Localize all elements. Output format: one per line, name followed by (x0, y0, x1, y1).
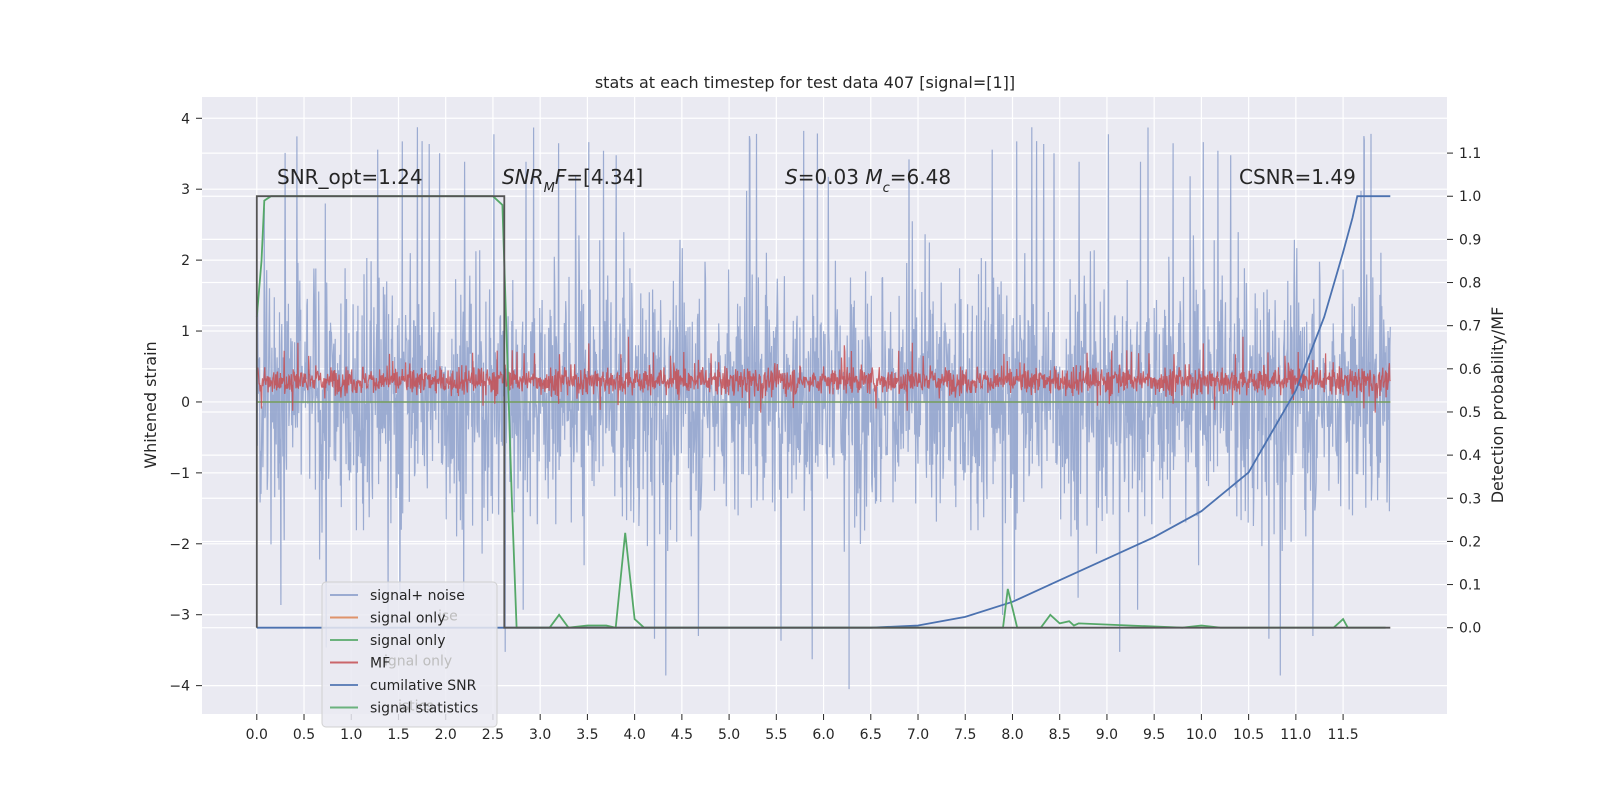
y-tick-label: 4 (181, 111, 190, 127)
annotation-part: c (883, 181, 890, 196)
y2-tick-label: 1.1 (1459, 146, 1481, 162)
x-tick-label: 0.0 (246, 727, 268, 743)
y2-tick-labels: 1.1 1.0 0.9 0.8 0.7 0.6 0.5 0.4 0.3 0.2 0.1 0.0 (1447, 146, 1481, 637)
y2-tick-label: 0.4 (1459, 448, 1481, 464)
legend-box (321, 581, 498, 728)
y-tick-label: −3 (169, 608, 190, 624)
y2-tick-label: 0.1 (1459, 578, 1481, 594)
legend: ise ignal only istics signal+ noise signal o… (321, 581, 498, 728)
annotations: SNR_opt=1.24 SNRMF=[4.34] S=0.03 Mc=6.48 CS… (277, 165, 1356, 196)
legend-ghost-label: ise (438, 609, 458, 625)
annotation-3: S=0.03 Mc=6.48 (785, 165, 951, 196)
chart-title: stats at each timestep for test data 407… (595, 73, 1015, 92)
y2-tick-label: 0.0 (1459, 621, 1481, 637)
legend-label: signal only (370, 611, 445, 627)
y-axis-label: Whitened strain (141, 341, 160, 468)
legend-label: signal statistics (370, 701, 478, 717)
y2-tick-label: 0.8 (1459, 276, 1481, 292)
annotation-part: =6.48 (890, 165, 951, 189)
legend-label: signal+ noise (370, 588, 465, 604)
x-tick-label: 9.0 (1096, 727, 1118, 743)
x-tick-label: 8.0 (1001, 727, 1023, 743)
x-tick-label: 3.5 (576, 727, 598, 743)
y2-axis-label: Detection probability/MF (1488, 307, 1507, 504)
annotation-part: SNR (502, 165, 544, 189)
x-tick-label: 4.5 (671, 727, 693, 743)
y-tick-label: 2 (181, 253, 190, 269)
annotation-1: SNR_opt=1.24 (277, 165, 423, 189)
x-tick-label: 2.0 (435, 727, 457, 743)
x-tick-label: 8.5 (1049, 727, 1071, 743)
x-tick-label: 2.5 (482, 727, 504, 743)
y2-tick-label: 1.0 (1459, 189, 1481, 205)
x-tick-label: 11.0 (1280, 727, 1311, 743)
x-tick-label: 9.5 (1143, 727, 1165, 743)
x-tick-labels: 0.0 0.5 1.0 1.5 2.0 2.5 3.0 3.5 4.0 4.5 5.0 5.5 6.0 6… (246, 714, 1359, 743)
x-tick-label: 6.0 (812, 727, 834, 743)
series-mf-line (256, 336, 1391, 413)
y2-tick-label: 0.7 (1459, 319, 1481, 335)
x-tick-label: 1.5 (387, 727, 409, 743)
y2-tick-label: 0.9 (1459, 232, 1481, 248)
annotation-part: M (865, 165, 882, 189)
y-tick-label: 3 (181, 182, 190, 198)
y-tick-labels: 4 3 2 1 0 −1 −2 −3 −4 (169, 111, 202, 695)
x-tick-label: 0.5 (293, 727, 315, 743)
y2-tick-label: 0.2 (1459, 534, 1481, 550)
y2-tick-label: 0.6 (1459, 362, 1481, 378)
x-tick-label: 1.0 (340, 727, 362, 743)
x-tick-label: 7.5 (954, 727, 976, 743)
y-tick-label: −1 (169, 466, 190, 482)
annotation-2: SNRMF=[4.34] (502, 165, 643, 196)
y-tick-label: 1 (181, 324, 190, 340)
legend-ghost-label: ignal only (384, 654, 452, 670)
y2-tick-label: 0.5 (1459, 405, 1481, 421)
x-tick-label: 3.0 (529, 727, 551, 743)
x-tick-label: 6.5 (860, 727, 882, 743)
legend-label: signal only (370, 633, 445, 649)
y-tick-label: 0 (181, 395, 190, 411)
legend-label: MF (370, 656, 390, 672)
y2-tick-label: 0.3 (1459, 491, 1481, 507)
y-tick-label: −4 (169, 679, 190, 695)
y-gridlines (202, 117, 1447, 687)
x-tick-label: 10.0 (1186, 727, 1217, 743)
series-window-line (255, 195, 1391, 629)
annotation-4: CSNR=1.49 (1239, 165, 1356, 189)
annotation-part: =[4.34] (566, 165, 643, 189)
annotation-part: F (555, 165, 567, 189)
x-tick-label: 11.5 (1328, 727, 1359, 743)
legend-ghost-label: istics (398, 699, 434, 715)
series-layer (255, 127, 1391, 690)
x-tick-label: 7.0 (907, 727, 929, 743)
annotation-part: M (544, 181, 555, 196)
annotation-part: =0.03 (798, 165, 866, 189)
x-tick-label: 4.0 (623, 727, 645, 743)
y-tick-label: −2 (169, 537, 190, 553)
legend-label: cumilative SNR (370, 678, 477, 694)
x-tick-label: 5.0 (718, 727, 740, 743)
x-tick-label: 10.5 (1233, 727, 1264, 743)
annotation-part: S (785, 165, 798, 189)
series-cumilative-snr-line (256, 195, 1391, 629)
x-tick-label: 5.5 (765, 727, 787, 743)
